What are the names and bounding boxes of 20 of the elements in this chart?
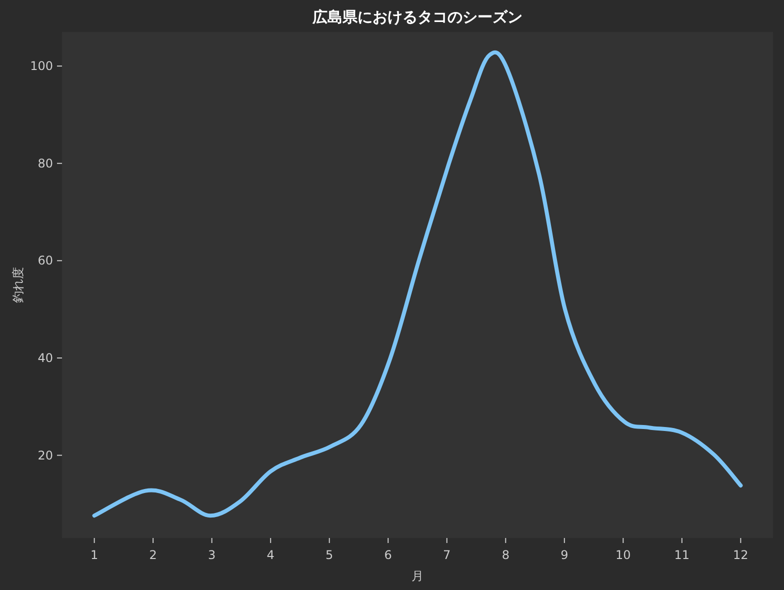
- x-tick-label: 9: [560, 548, 568, 562]
- x-tick-label: 7: [443, 548, 451, 562]
- y-tick-label: 60: [38, 254, 53, 268]
- x-tick-label: 12: [733, 548, 748, 562]
- x-tick-label: 11: [674, 548, 690, 562]
- x-tick-label: 10: [616, 548, 631, 562]
- x-tick-label: 3: [208, 548, 216, 562]
- x-tick-label: 8: [502, 548, 510, 562]
- x-tick-label: 4: [266, 548, 274, 562]
- x-tick-label: 6: [384, 548, 392, 562]
- y-axis-title: 釣れ度: [11, 267, 25, 303]
- x-tick-label: 1: [90, 548, 98, 562]
- y-tick-label: 80: [38, 156, 53, 170]
- y-tick-label: 100: [30, 59, 53, 74]
- x-tick-label: 5: [326, 548, 334, 562]
- x-axis-title: 月: [412, 569, 424, 583]
- y-tick-label: 40: [38, 350, 53, 365]
- x-tick-label: 2: [149, 548, 157, 562]
- chart-title: 広島県におけるタコのシーズン: [312, 8, 522, 26]
- y-tick-label: 20: [38, 448, 53, 462]
